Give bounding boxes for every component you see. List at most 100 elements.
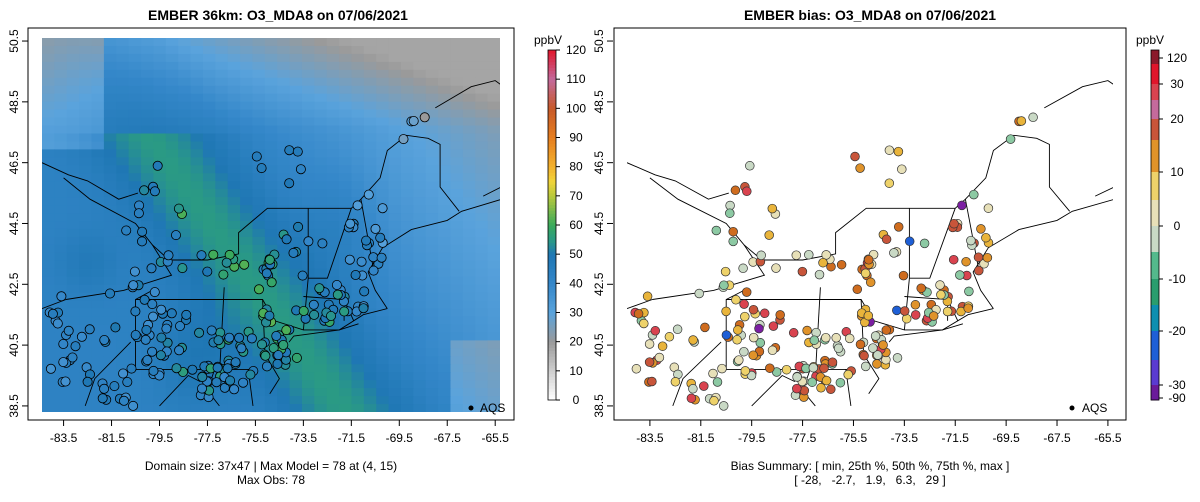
heatmap-cell xyxy=(363,260,377,270)
heatmap-cell xyxy=(240,165,254,174)
heatmap-cell xyxy=(215,228,229,238)
bias-site-marker xyxy=(764,230,774,240)
bias-site-marker xyxy=(983,203,994,213)
heatmap-cell xyxy=(116,157,130,166)
heatmap-cell xyxy=(227,149,241,158)
model-y-tick-label: 38.5 xyxy=(7,394,21,418)
heatmap-cell xyxy=(190,236,204,246)
heatmap-cell xyxy=(116,117,130,127)
heatmap-cell xyxy=(277,101,291,111)
bias-x-tick-label: -81.5 xyxy=(687,431,715,445)
colorbar-segment xyxy=(548,155,556,159)
heatmap-cell xyxy=(264,332,278,341)
obs-site-marker xyxy=(368,252,379,263)
obs-site-marker xyxy=(119,395,130,406)
heatmap-cell xyxy=(277,93,291,103)
heatmap-cell xyxy=(301,93,315,103)
heatmap-cell xyxy=(363,53,377,63)
heatmap-cell xyxy=(277,125,291,135)
colorbar-tick-label: 60 xyxy=(569,218,583,232)
bias-site-marker xyxy=(904,236,915,247)
heatmap-cell xyxy=(450,93,464,103)
heatmap-cell xyxy=(339,181,353,190)
heatmap-cell xyxy=(240,300,254,310)
colorbar-segment xyxy=(548,391,556,395)
colorbar-segment xyxy=(548,271,556,276)
bias-colorbar-segment xyxy=(1151,331,1159,361)
heatmap-cell xyxy=(153,244,167,254)
heatmap-cell xyxy=(252,300,266,310)
heatmap-cell xyxy=(202,404,216,412)
bias-site-marker xyxy=(916,283,926,293)
heatmap-cell xyxy=(475,93,489,103)
heatmap-cell xyxy=(289,117,303,127)
heatmap-cell xyxy=(54,364,68,373)
heatmap-cell xyxy=(190,205,204,214)
heatmap-cell xyxy=(326,45,340,55)
bias-site-marker xyxy=(948,254,959,265)
heatmap-cell xyxy=(400,396,414,405)
heatmap-cell xyxy=(128,380,142,389)
heatmap-cell xyxy=(425,213,439,222)
heatmap-cell xyxy=(487,324,500,334)
heatmap-cell xyxy=(91,372,105,381)
heatmap-cell xyxy=(462,133,476,143)
heatmap-cell xyxy=(400,372,414,381)
heatmap-cell xyxy=(153,340,167,349)
heatmap-cell xyxy=(400,332,414,341)
heatmap-cell xyxy=(165,125,179,135)
heatmap-cell xyxy=(475,276,489,286)
heatmap-cell xyxy=(54,260,68,270)
heatmap-cell xyxy=(128,77,142,87)
heatmap-cell xyxy=(264,356,278,365)
heatmap-cell xyxy=(376,348,390,357)
heatmap-cell xyxy=(475,133,489,143)
heatmap-cell xyxy=(339,117,353,127)
heatmap-cell xyxy=(487,308,500,318)
heatmap-cell xyxy=(264,165,278,174)
heatmap-cell xyxy=(165,38,179,47)
heatmap-cell xyxy=(450,364,464,373)
obs-site-marker xyxy=(253,284,264,295)
bias-site-marker xyxy=(863,255,874,265)
obs-site-marker xyxy=(139,185,150,196)
colorbar-tick-label: 20 xyxy=(569,335,583,349)
heatmap-cell xyxy=(54,133,68,143)
bias-title: EMBER bias: O3_MDA8 on 07/06/2021 xyxy=(744,7,996,23)
colorbar-segment xyxy=(548,169,556,173)
bias-site-marker xyxy=(767,345,778,356)
heatmap-cell xyxy=(475,228,489,238)
heatmap-cell xyxy=(326,197,340,206)
heatmap-cell xyxy=(79,276,93,286)
heatmap-cell xyxy=(79,356,93,365)
heatmap-cell xyxy=(475,53,489,63)
heatmap-cell xyxy=(462,308,476,318)
heatmap-cell xyxy=(487,228,500,238)
bias-site-marker xyxy=(831,333,841,343)
heatmap-cell xyxy=(314,85,328,95)
heatmap-cell xyxy=(425,236,439,246)
heatmap-cell xyxy=(450,340,464,349)
heatmap-cell xyxy=(363,109,377,119)
obs-site-marker xyxy=(268,343,279,354)
heatmap-cell xyxy=(54,284,68,294)
obs-site-marker xyxy=(206,325,217,336)
heatmap-cell xyxy=(153,125,167,135)
heatmap-cell xyxy=(487,236,500,246)
heatmap-cell xyxy=(351,117,365,127)
heatmap-cell xyxy=(178,149,192,158)
heatmap-cell xyxy=(264,141,278,151)
heatmap-cell xyxy=(66,205,80,214)
heatmap-cell xyxy=(314,61,328,71)
heatmap-cell xyxy=(326,244,340,254)
bias-site-marker xyxy=(647,376,657,387)
heatmap-cell xyxy=(314,364,328,373)
bias-site-marker xyxy=(792,372,802,382)
heatmap-cell xyxy=(388,316,402,326)
heatmap-cell xyxy=(475,117,489,127)
obs-site-marker xyxy=(149,287,160,298)
heatmap-cell xyxy=(165,404,179,412)
heatmap-cell xyxy=(240,133,254,143)
obs-site-marker xyxy=(264,254,275,265)
heatmap-cell xyxy=(400,189,414,198)
